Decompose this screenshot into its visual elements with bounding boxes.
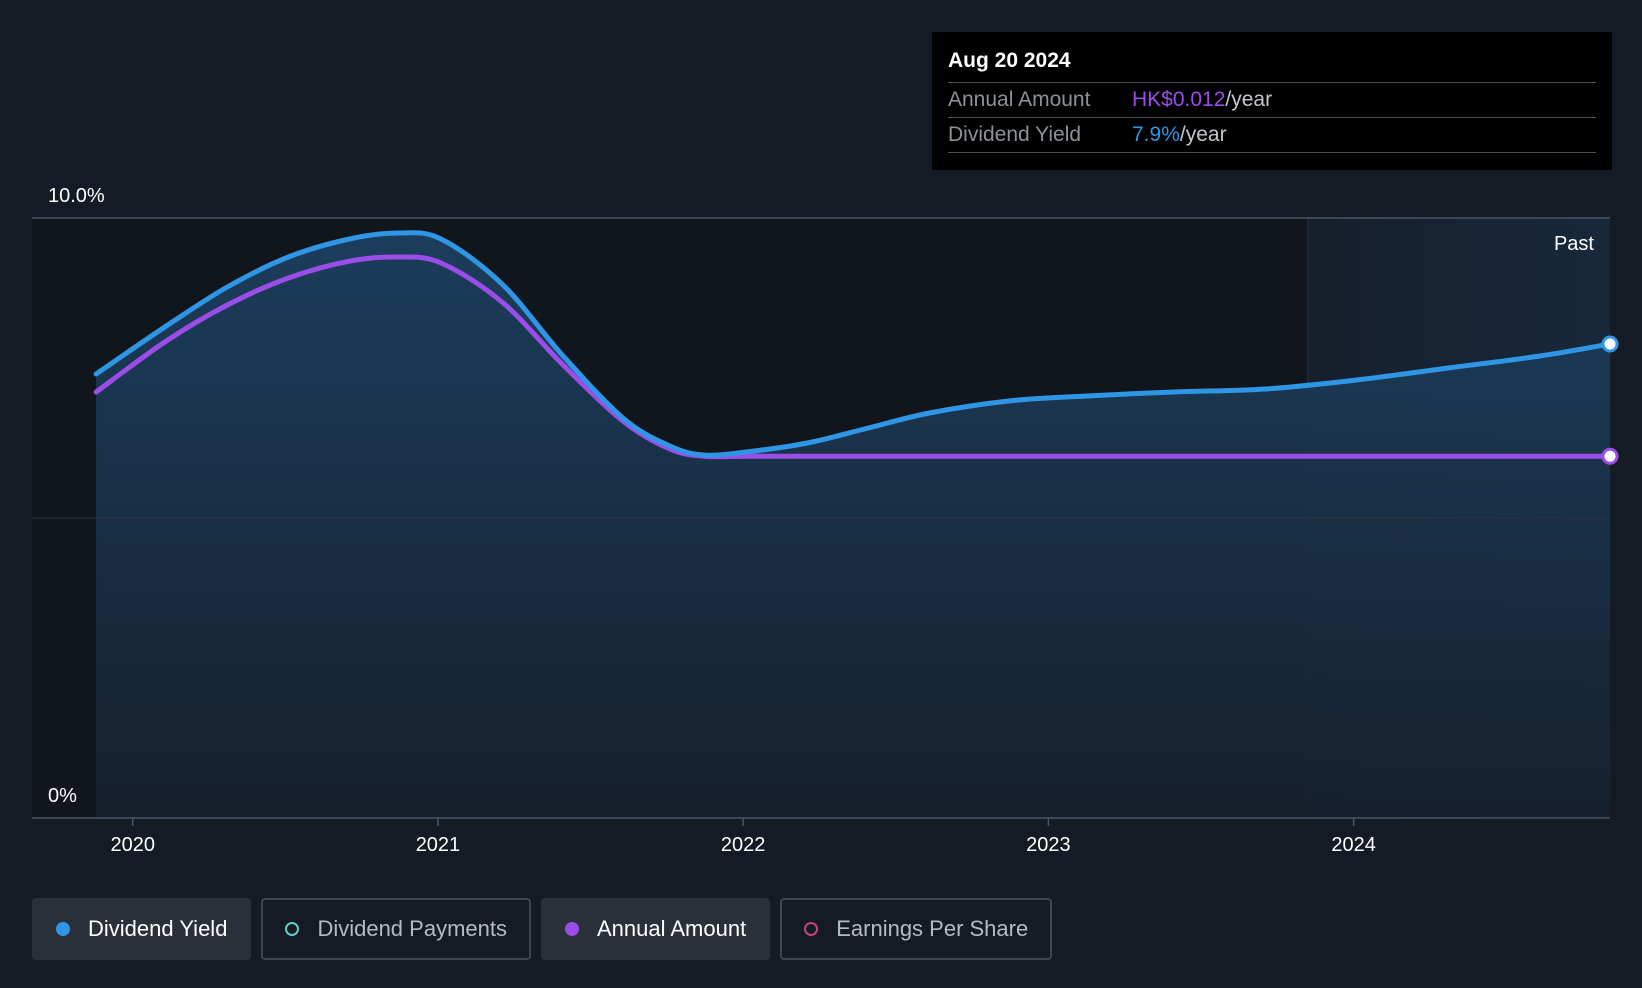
tooltip-panel: Aug 20 2024 Annual Amount HK$0.012 /year… bbox=[932, 32, 1612, 170]
x-axis-ticks: 2020 2021 2022 2023 2024 bbox=[110, 818, 1376, 856]
x-tick-label: 2020 bbox=[110, 834, 155, 856]
y-tick-top: 10.0% bbox=[48, 185, 105, 207]
grid-lines bbox=[32, 217, 1610, 819]
legend-dividend-yield[interactable]: Dividend Yield bbox=[32, 898, 252, 960]
dividend-yield-end-marker bbox=[1601, 335, 1619, 353]
legend: Dividend Yield Dividend Payments Annual … bbox=[32, 898, 1053, 960]
legend-annual-amount[interactable]: Annual Amount bbox=[540, 898, 771, 960]
legend-ring-icon bbox=[804, 922, 819, 936]
yield-area-fill bbox=[96, 232, 1611, 819]
tooltip-dividend-yield-row: Dividend Yield 7.9% /year bbox=[948, 118, 1596, 153]
tooltip-date: Aug 20 2024 bbox=[948, 46, 1596, 83]
legend-label: Dividend Yield bbox=[88, 916, 228, 941]
legend-dot-icon bbox=[564, 922, 579, 936]
annual-amount-end-marker bbox=[1601, 447, 1619, 465]
legend-label: Earnings Per Share bbox=[836, 916, 1029, 941]
x-tick-label: 2021 bbox=[416, 834, 461, 856]
tooltip-annual-amount-value: HK$0.012 bbox=[1132, 88, 1226, 111]
legend-earnings-per-share[interactable]: Earnings Per Share bbox=[780, 898, 1053, 960]
tooltip-annual-amount-label: Annual Amount bbox=[948, 88, 1091, 111]
x-tick-label: 2022 bbox=[721, 834, 766, 856]
dividend-yield-line bbox=[93, 230, 1613, 458]
legend-label: Dividend Payments bbox=[317, 916, 507, 941]
legend-dot-icon bbox=[56, 922, 70, 936]
tooltip-annual-amount-suffix: /year bbox=[1225, 88, 1273, 111]
tooltip-dividend-yield-label: Dividend Yield bbox=[948, 123, 1082, 146]
legend-ring-icon bbox=[285, 922, 300, 936]
past-label: Past bbox=[1554, 233, 1594, 255]
y-tick-bottom: 0% bbox=[48, 785, 77, 807]
tooltip-annual-amount-row: Annual Amount HK$0.012 /year bbox=[948, 83, 1596, 118]
x-tick-label: 2023 bbox=[1026, 834, 1071, 856]
x-tick-label: 2024 bbox=[1331, 834, 1376, 856]
legend-label: Annual Amount bbox=[596, 916, 747, 941]
tooltip-dividend-yield-value: 7.9% bbox=[1132, 123, 1180, 146]
legend-dividend-payments[interactable]: Dividend Payments bbox=[261, 898, 531, 960]
tooltip-dividend-yield-suffix: /year bbox=[1179, 123, 1227, 146]
